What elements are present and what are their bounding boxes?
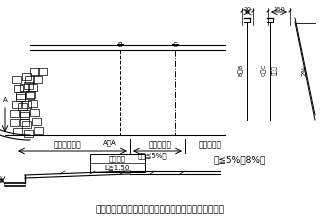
- Bar: [30, 109, 39, 116]
- Text: 歩道幅: 歩道幅: [272, 65, 278, 75]
- Bar: [14, 85, 23, 92]
- Bar: [90, 154, 145, 172]
- Bar: [34, 127, 43, 134]
- Bar: [28, 84, 37, 91]
- Text: 歩道一般部: 歩道一般部: [198, 141, 221, 149]
- Bar: [12, 76, 21, 83]
- Bar: [24, 82, 33, 89]
- Bar: [22, 73, 31, 80]
- Bar: [38, 68, 47, 75]
- Bar: [26, 91, 35, 98]
- Bar: [20, 119, 29, 126]
- Bar: [25, 92, 34, 99]
- Bar: [22, 101, 31, 108]
- Text: 図　１－３－６　（ｉ）植樹帯等路上施設がない場合: 図 １－３－６ （ｉ）植樹帯等路上施設がない場合: [96, 206, 224, 215]
- Bar: [12, 101, 21, 108]
- Text: A: A: [3, 97, 7, 103]
- Text: 水平区間: 水平区間: [109, 156, 126, 162]
- Bar: [20, 84, 29, 91]
- Bar: [24, 130, 33, 137]
- Text: ｉ≦5%（8%）: ｉ≦5%（8%）: [214, 156, 266, 164]
- Bar: [16, 94, 25, 101]
- Text: C－C: C－C: [261, 64, 267, 76]
- Bar: [25, 76, 34, 83]
- Text: L≧1.50: L≧1.50: [105, 164, 130, 170]
- Text: 20: 20: [0, 177, 2, 181]
- Bar: [10, 119, 19, 126]
- Bar: [30, 68, 39, 75]
- Text: C: C: [173, 42, 178, 48]
- Bar: [18, 103, 27, 110]
- Bar: [22, 121, 31, 128]
- Bar: [33, 76, 42, 83]
- Bar: [13, 128, 22, 135]
- Text: 歩道切下げ部: 歩道切下げ部: [54, 141, 82, 149]
- Text: B－B: B－B: [238, 64, 244, 76]
- Text: B: B: [117, 42, 122, 48]
- Bar: [10, 110, 19, 117]
- Bar: [28, 100, 37, 107]
- Text: 20: 20: [243, 7, 251, 12]
- Text: A－A: A－A: [103, 140, 117, 146]
- Bar: [20, 110, 29, 117]
- Text: すりつけ部: すりつけ部: [148, 141, 171, 149]
- Text: 2%: 2%: [302, 65, 308, 76]
- Text: （ｉ≦5%）: （ｉ≦5%）: [137, 153, 167, 159]
- Bar: [32, 118, 41, 125]
- Bar: [20, 112, 29, 119]
- Text: 150: 150: [273, 7, 285, 12]
- Bar: [16, 92, 25, 99]
